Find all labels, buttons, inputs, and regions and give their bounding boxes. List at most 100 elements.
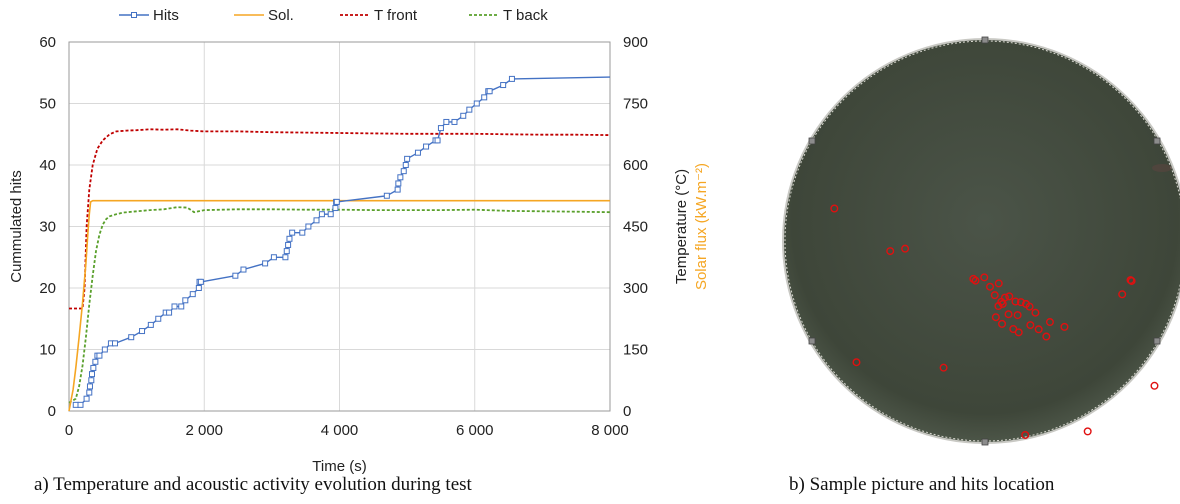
- hit-location-marker: [1060, 322, 1069, 331]
- hits-marker: [414, 149, 421, 156]
- hit-location-marker: [998, 319, 1007, 328]
- sample-stain: [1152, 164, 1172, 172]
- hit-location-marker: [1127, 276, 1136, 285]
- hits-marker: [182, 297, 189, 304]
- caption-right: b) Sample picture and hits location: [789, 474, 1055, 495]
- hits-marker: [139, 328, 146, 335]
- y-right-tick-label: 0: [623, 403, 631, 420]
- hits-marker: [197, 278, 204, 285]
- series-line-hits: [75, 76, 611, 406]
- hit-location-marker: [1045, 318, 1054, 327]
- hits-marker: [460, 112, 467, 119]
- y-right-tick-label: 600: [623, 157, 648, 174]
- sensor-marker: [1153, 337, 1161, 345]
- y-left-tick-label: 50: [39, 96, 56, 113]
- hits-marker: [86, 389, 93, 396]
- hits-marker: [437, 125, 444, 132]
- x-tick-label: 4 000: [321, 422, 359, 439]
- hits-marker: [394, 186, 401, 193]
- hit-location-marker: [1016, 298, 1025, 307]
- hits-marker: [232, 272, 239, 279]
- hit-location-marker: [1011, 297, 1020, 306]
- y-left-tick-label: 30: [39, 219, 56, 236]
- hits-marker: [383, 192, 390, 199]
- legend-label: Sol.: [268, 7, 294, 24]
- hits-marker: [486, 88, 493, 95]
- hits-marker: [286, 235, 293, 242]
- y-right-tick-label: 450: [623, 219, 648, 236]
- sensor-marker: [808, 337, 816, 345]
- hit-location-marker: [1021, 431, 1030, 440]
- hit-location-marker: [1031, 308, 1040, 317]
- hit-location-marker: [1014, 328, 1023, 337]
- hit-location-marker: [994, 302, 1003, 311]
- hits-marker: [318, 211, 325, 218]
- hits-marker: [178, 303, 185, 310]
- y-left-tick-label: 10: [39, 342, 56, 359]
- hits-marker: [313, 217, 320, 224]
- hits-marker: [466, 106, 473, 113]
- hits-marker: [270, 254, 277, 261]
- hit-location-marker: [1118, 290, 1127, 299]
- hits-marker: [327, 211, 334, 218]
- hit-location-marker: [1083, 427, 1092, 436]
- hits-marker: [128, 334, 135, 341]
- legend-label: T back: [503, 7, 548, 24]
- hit-location-marker: [1025, 302, 1034, 311]
- hits-marker: [299, 229, 306, 236]
- plot-frame: [68, 41, 611, 412]
- hits-marker: [332, 205, 339, 212]
- y-left-tick-label: 0: [48, 403, 56, 420]
- y-right-tick-label: 900: [623, 34, 648, 51]
- x-tick-label: 0: [65, 422, 73, 439]
- hits-marker: [434, 137, 441, 144]
- y-right-tick-label: 150: [623, 342, 648, 359]
- hits-marker: [171, 303, 178, 310]
- hits-marker: [423, 143, 430, 150]
- hits-marker: [83, 395, 90, 402]
- hits-marker: [402, 162, 409, 168]
- y-right-axis-title-temperature: Temperature (°C): [673, 169, 690, 284]
- y-right-tick-label: 300: [623, 280, 648, 297]
- hits-marker: [305, 223, 312, 230]
- y-left-tick-label: 40: [39, 157, 56, 174]
- hit-location-marker: [986, 282, 995, 291]
- hits-marker: [451, 118, 458, 125]
- y-right-tick-label: 750: [623, 96, 648, 113]
- sample-disk: [784, 40, 1180, 442]
- hit-location-marker: [886, 247, 895, 256]
- hit-location-marker: [994, 279, 1003, 288]
- sensor-marker: [981, 36, 989, 44]
- hits-marker: [404, 155, 411, 162]
- hits-marker: [90, 364, 97, 371]
- hits-marker: [111, 340, 118, 347]
- sample-disk-outline: [784, 40, 1180, 442]
- hits-marker: [195, 285, 202, 291]
- hits-marker: [500, 82, 507, 89]
- x-tick-label: 6 000: [456, 422, 494, 439]
- hits-marker: [262, 260, 269, 267]
- hits-marker: [473, 100, 480, 107]
- hit-location-marker: [830, 204, 839, 213]
- hits-marker: [289, 229, 296, 236]
- y-left-tick-label: 20: [39, 280, 56, 297]
- hits-marker: [77, 401, 84, 408]
- caption-left: a) Temperature and acoustic activity evo…: [34, 474, 472, 495]
- hits-marker: [92, 358, 99, 365]
- hit-location-marker: [1126, 276, 1135, 285]
- hit-location-marker: [990, 291, 999, 300]
- sensor-marker: [808, 137, 816, 145]
- series-line-sol: [68, 199, 610, 412]
- x-tick-label: 2 000: [185, 422, 223, 439]
- hit-location-marker: [1034, 325, 1043, 334]
- sensor-marker: [981, 438, 989, 446]
- hits-marker: [88, 377, 95, 384]
- hit-location-marker: [1042, 332, 1051, 341]
- hit-location-marker: [852, 358, 861, 367]
- hits-marker: [96, 352, 103, 359]
- hits-marker: [240, 266, 247, 273]
- hits-marker: [189, 291, 196, 298]
- hits-marker: [285, 241, 292, 248]
